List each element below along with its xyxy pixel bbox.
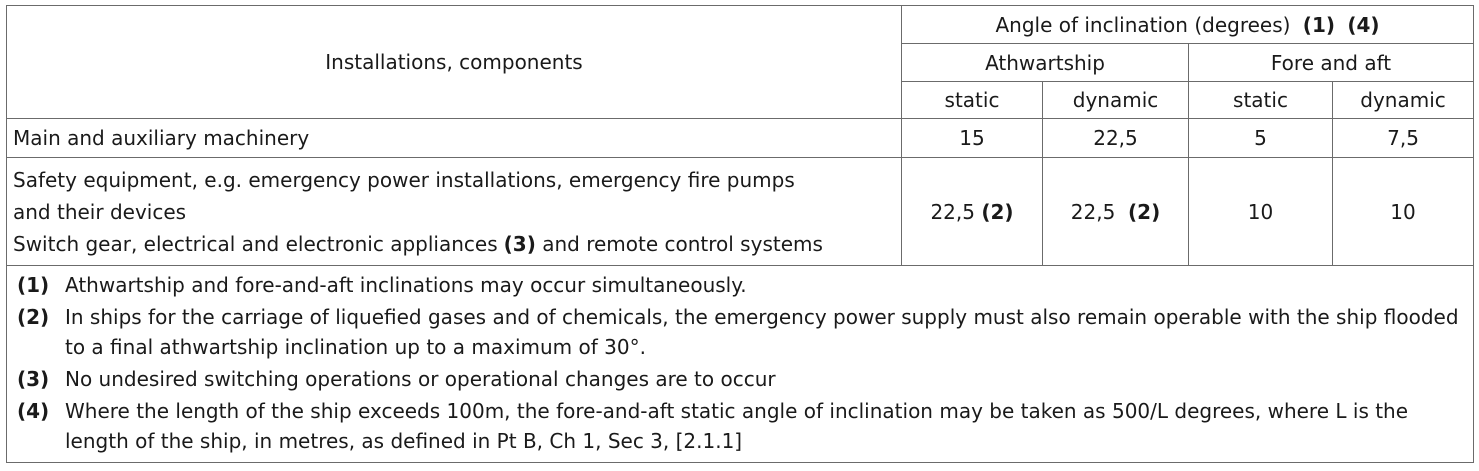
angle-title: Angle of inclination (degrees) [995,12,1291,37]
footnote-ref-2: (2) [981,199,1014,224]
footnote-3: (3) No undesired switching operations or… [13,364,1467,394]
footnote-ref-2: (2) [1128,199,1161,224]
inclination-table: Installations, components Angle of incli… [5,5,1475,463]
angle-ref-4: (4) [1347,12,1380,37]
footnote-4: (4) Where the length of the ship exceeds… [13,396,1467,456]
footnote-2: (2) In ships for the carriage of liquefi… [13,302,1467,362]
footnotes-cell: (1) Athwartship and fore-and-aft inclina… [5,265,1475,463]
row-label-line: Switch gear, electrical and electronic a… [13,228,895,260]
footnote-number: (1) [17,273,50,297]
ath-static-value: 15 [901,118,1043,158]
footnote-number: (2) [17,305,50,329]
footnote-text: Where the length of the ship exceeds 100… [65,399,1409,453]
row-label-line: and their devices [13,199,187,224]
row-label-safety: Safety equipment, e.g. emergency power i… [6,157,902,266]
header-row-2: Athwartship Fore and aft [7,43,1475,82]
fa-dynamic-value: 10 [1331,157,1475,266]
value-text: 22,5 [1070,199,1116,224]
inclination-table-container: Installations, components Angle of incli… [5,5,1475,463]
row-label-text: Switch gear, electrical and electronic a… [13,231,498,256]
angle-header: Angle of inclination (degrees) (1) (4) [900,5,1475,44]
table-row-machinery: Main and auxiliary machinery 15 22,5 5 7… [6,118,1475,158]
ath-static-value: 22,5 (2) [901,157,1043,266]
row-label-line: Safety equipment, e.g. emergency power i… [13,167,795,192]
header-row-1: Installations, components Angle of incli… [6,5,1475,119]
footnote-number: (3) [17,367,50,391]
angle-ref-1: (1) [1302,12,1335,37]
components-header: Installations, components [6,5,902,119]
footnote-text: Athwartship and fore-and-aft inclination… [65,273,747,297]
ath-static-header: static [901,81,1043,119]
ath-dynamic-value: 22,5 (2) [1042,157,1189,266]
ath-dynamic-value: 22,5 [1042,118,1189,158]
ath-dynamic-header: dynamic [1042,81,1189,119]
fa-static-header: static [1188,81,1333,119]
fa-dynamic-value: 7,5 [1331,118,1475,158]
footnote-1: (1) Athwartship and fore-and-aft inclina… [13,270,1467,300]
row-label-text: and remote control systems [542,231,823,256]
footnote-number: (4) [17,399,50,423]
fa-static-value: 5 [1188,118,1333,158]
value-text: 22,5 [930,199,975,224]
footnotes-row: (1) Athwartship and fore-and-aft inclina… [5,265,1475,463]
table-row-safety: Safety equipment, e.g. emergency power i… [6,157,1475,266]
footnote-ref-3: (3) [503,231,536,256]
fa-dynamic-header: dynamic [1331,81,1475,119]
row-label: Main and auxiliary machinery [6,118,902,158]
footnote-text: No undesired switching operations or ope… [65,367,776,391]
fa-static-value: 10 [1188,157,1333,266]
athwartship-header: Athwartship [901,43,1189,82]
footnote-text: In ships for the carriage of liquefied g… [65,305,1459,359]
fore-aft-header: Fore and aft [1187,43,1475,82]
